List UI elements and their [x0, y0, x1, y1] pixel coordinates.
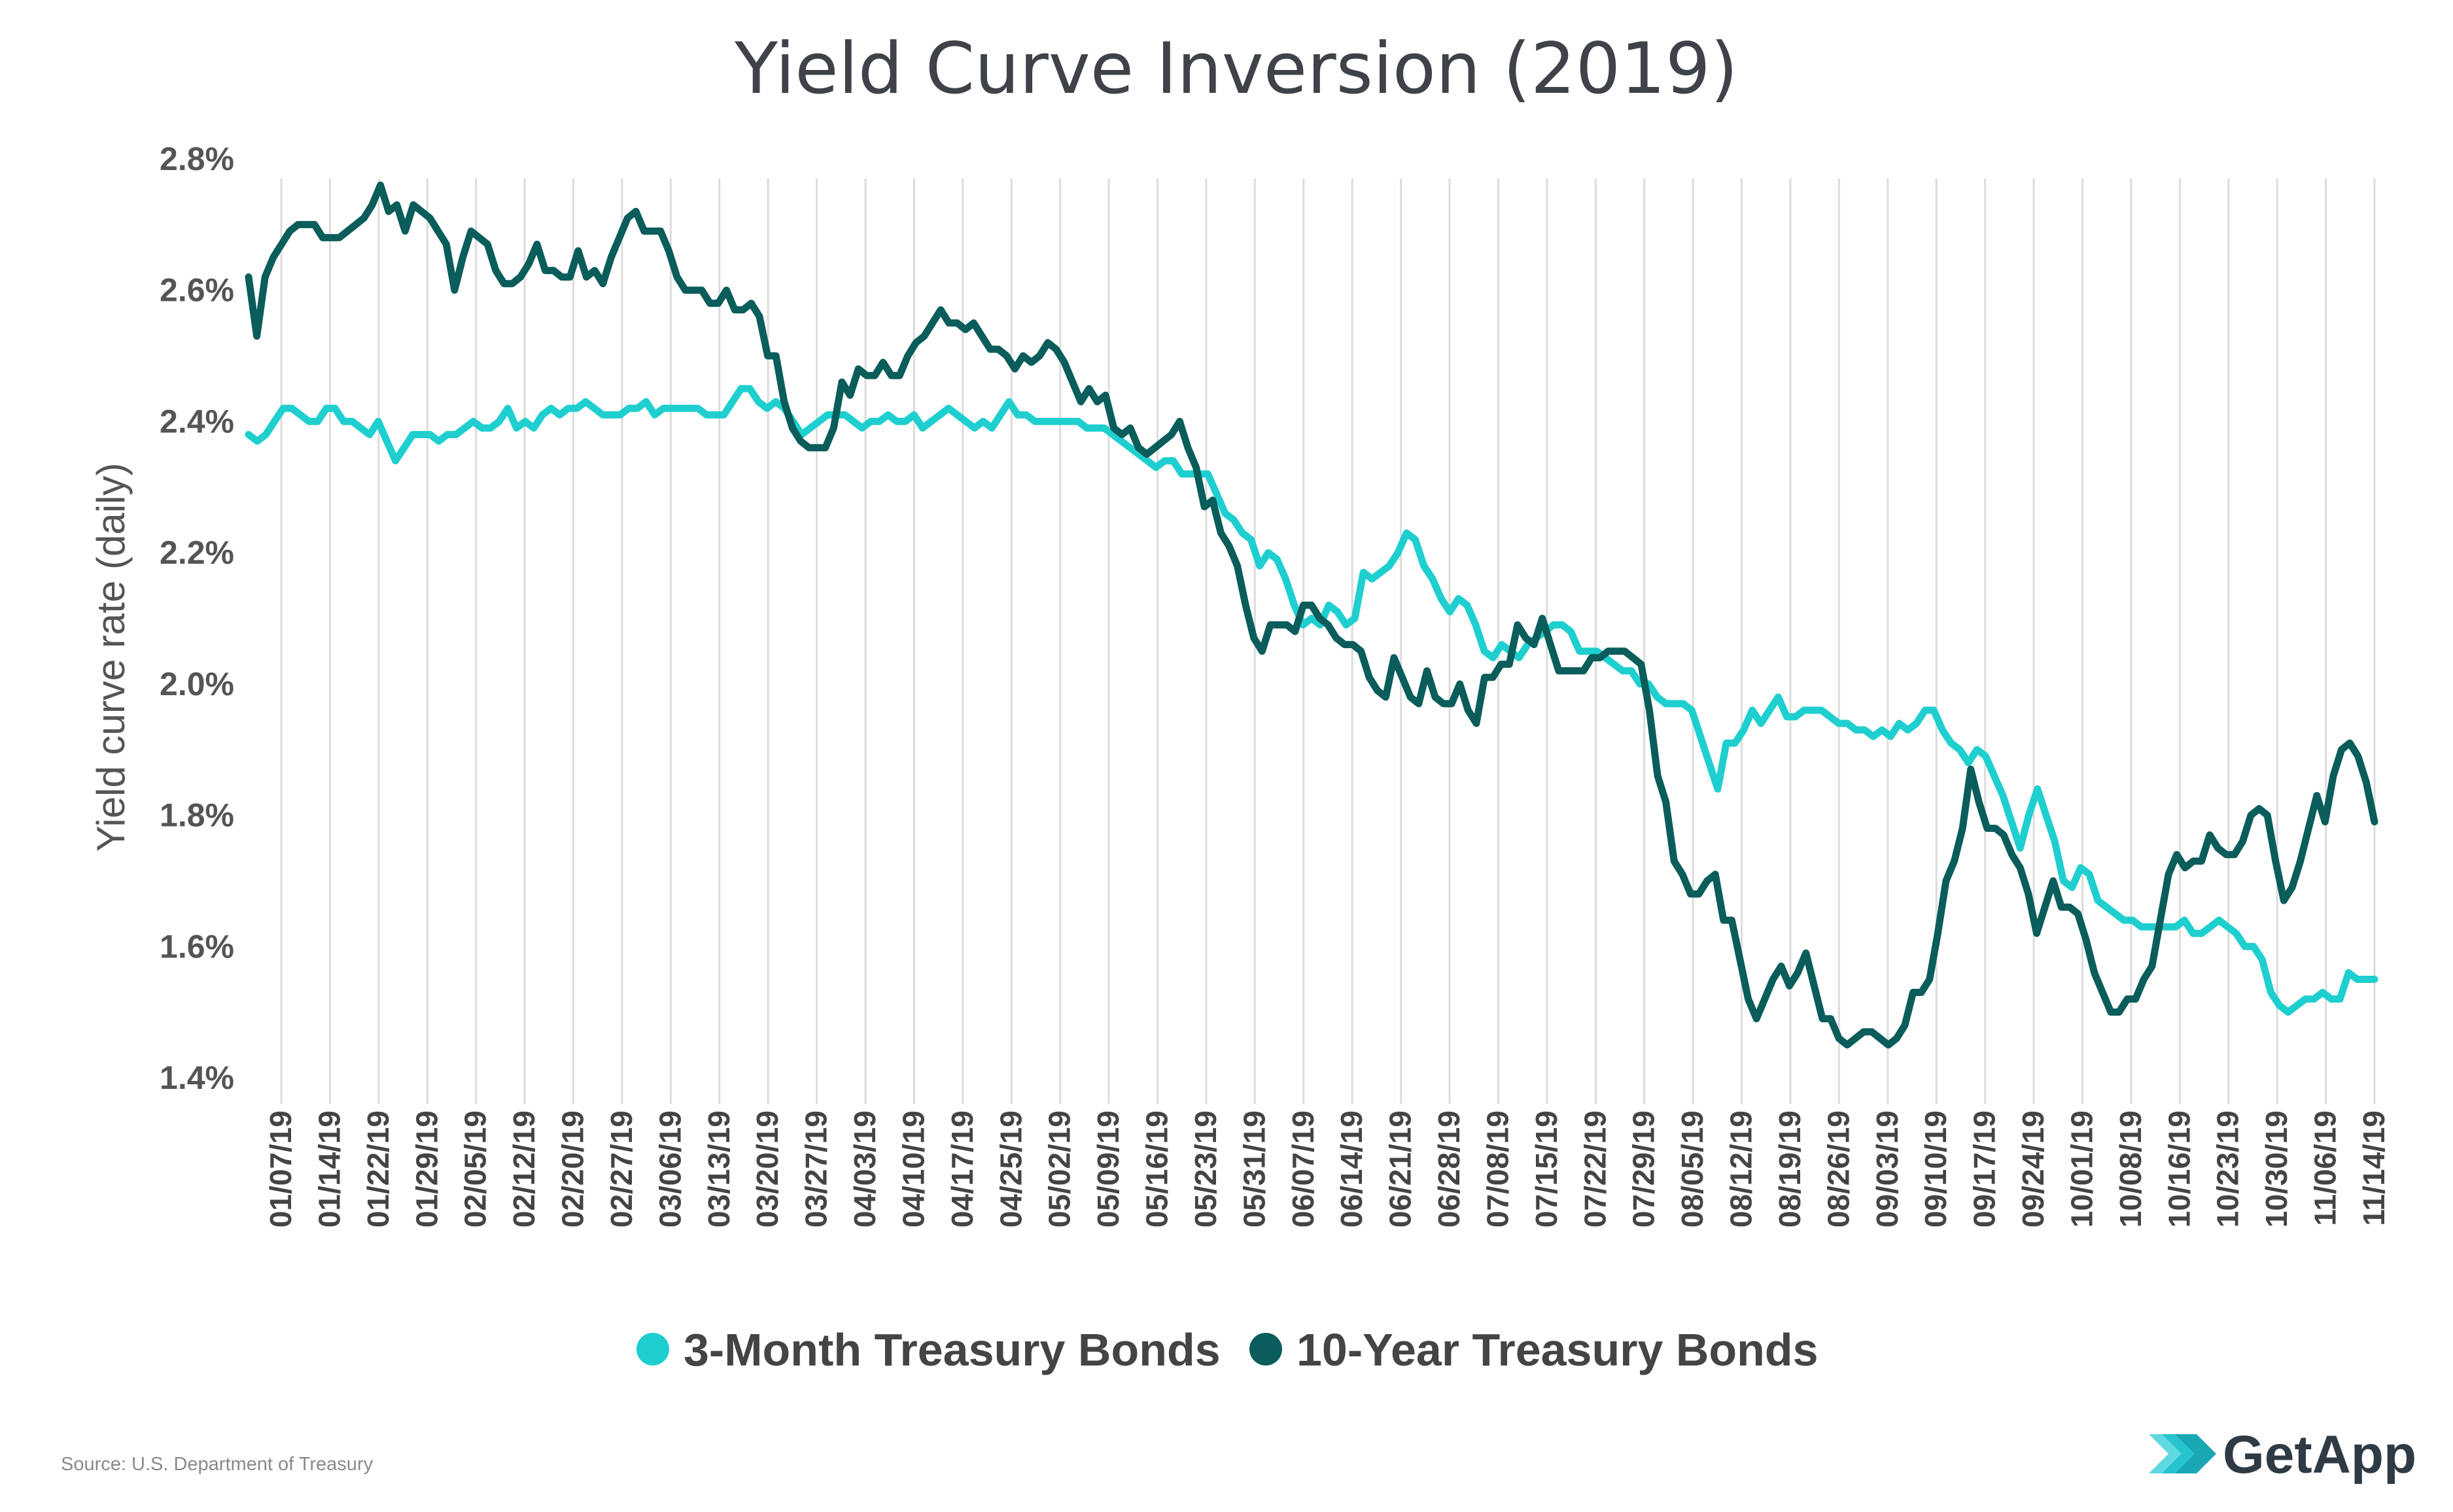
- chart-title: Yield Curve Inversion (2019): [734, 28, 1738, 110]
- x-tick-label: 10/23/19: [2211, 1110, 2245, 1228]
- x-tick-label: 01/14/19: [312, 1110, 346, 1228]
- x-tick-label: 08/12/19: [1724, 1110, 1758, 1228]
- x-tick-label: 08/26/19: [1821, 1110, 1855, 1228]
- x-tick-label: 06/28/19: [1432, 1110, 1466, 1228]
- series-line-3-month: [245, 385, 2378, 1016]
- x-tick-label: 11/14/19: [2357, 1110, 2391, 1226]
- x-tick-label: 07/08/19: [1480, 1110, 1514, 1228]
- gridlines: [280, 179, 2376, 1104]
- getapp-wordmark: GetApp: [2223, 1425, 2416, 1485]
- x-tick-label: 04/10/19: [896, 1110, 930, 1228]
- x-tick-label: 10/08/19: [2114, 1110, 2148, 1228]
- x-tick-label: 06/07/19: [1286, 1110, 1320, 1228]
- x-tick-label: 02/20/19: [556, 1110, 590, 1228]
- x-tick-label: 08/05/19: [1675, 1110, 1709, 1228]
- x-tick-label: 04/17/19: [945, 1110, 979, 1228]
- x-tick-label: 10/01/19: [2064, 1110, 2098, 1228]
- x-axis-ticks: 01/07/19 01/14/19 01/22/19 01/29/19 02/05/19…: [264, 1110, 2391, 1228]
- y-tick-label: 1.8%: [160, 797, 234, 834]
- source-note: Source: U.S. Department of Treasury: [61, 1454, 374, 1475]
- x-tick-label: 05/31/19: [1237, 1110, 1271, 1228]
- x-tick-label: 05/16/19: [1140, 1110, 1174, 1228]
- x-tick-label: 05/09/19: [1091, 1110, 1125, 1228]
- y-tick-label: 1.4%: [160, 1059, 234, 1096]
- y-tick-label: 2.0%: [160, 666, 234, 702]
- x-tick-label: 06/21/19: [1383, 1110, 1418, 1228]
- x-tick-label: 01/22/19: [361, 1110, 395, 1228]
- y-axis-ticks: 2.8% 2.6% 2.4% 2.2% 2.0% 1.8% 1.6% 1.4%: [160, 141, 234, 1096]
- legend-label-3-month: 3-Month Treasury Bonds: [684, 1324, 1221, 1375]
- legend-label-10-year: 10-Year Treasury Bonds: [1296, 1324, 1818, 1375]
- x-tick-label: 04/25/19: [994, 1110, 1028, 1228]
- series-line-10-year: [245, 181, 2378, 1049]
- x-tick-label: 09/24/19: [2016, 1110, 2050, 1228]
- x-tick-label: 11/06/19: [2308, 1110, 2342, 1226]
- x-tick-label: 09/17/19: [1968, 1110, 2002, 1228]
- x-tick-label: 01/07/19: [264, 1110, 298, 1228]
- x-tick-label: 06/14/19: [1334, 1110, 1368, 1228]
- y-tick-label: 2.6%: [160, 272, 234, 309]
- x-tick-label: 03/27/19: [799, 1110, 833, 1228]
- x-tick-label: 05/23/19: [1189, 1110, 1223, 1228]
- x-tick-label: 10/16/19: [2162, 1110, 2196, 1228]
- y-tick-label: 1.6%: [160, 928, 234, 965]
- x-tick-label: 03/06/19: [653, 1110, 687, 1228]
- x-tick-label: 02/27/19: [604, 1110, 638, 1228]
- x-tick-label: 02/05/19: [459, 1110, 493, 1228]
- x-tick-label: 08/19/19: [1773, 1110, 1807, 1228]
- y-axis-label: Yield curve rate (daily): [89, 463, 133, 852]
- getapp-chevrons-icon: [2149, 1434, 2216, 1473]
- legend-marker-3-month: [636, 1333, 669, 1366]
- x-tick-label: 07/29/19: [1627, 1110, 1661, 1228]
- legend: 3-Month Treasury Bonds 10-Year Treasury …: [636, 1324, 1818, 1375]
- y-tick-label: 2.4%: [160, 403, 234, 439]
- x-tick-label: 09/03/19: [1870, 1110, 1904, 1228]
- x-tick-label: 10/30/19: [2259, 1110, 2293, 1228]
- series-lines: [245, 181, 2378, 1049]
- x-tick-label: 03/13/19: [702, 1110, 736, 1228]
- x-tick-label: 07/22/19: [1578, 1110, 1612, 1228]
- x-tick-label: 01/29/19: [409, 1110, 444, 1228]
- y-tick-label: 2.8%: [160, 141, 234, 177]
- x-tick-label: 04/03/19: [848, 1110, 882, 1228]
- x-tick-label: 02/12/19: [507, 1110, 541, 1228]
- x-tick-label: 09/10/19: [1919, 1110, 1953, 1228]
- x-tick-label: 07/15/19: [1529, 1110, 1563, 1228]
- y-tick-label: 2.2%: [160, 534, 234, 571]
- getapp-logo: GetApp: [2149, 1425, 2416, 1485]
- x-tick-label: 05/02/19: [1043, 1110, 1077, 1228]
- legend-marker-10-year: [1249, 1333, 1282, 1366]
- x-tick-label: 03/20/19: [750, 1110, 784, 1228]
